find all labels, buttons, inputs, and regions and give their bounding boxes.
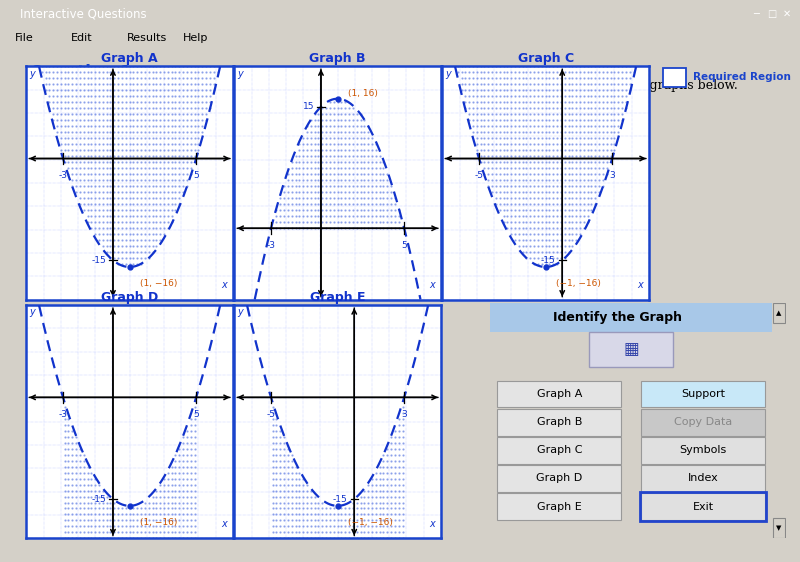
Text: 15: 15 xyxy=(302,102,314,111)
Title: Graph A: Graph A xyxy=(102,52,158,65)
Text: Identify the Graph: Identify the Graph xyxy=(553,311,682,324)
Text: -15: -15 xyxy=(91,256,106,265)
Text: Edit: Edit xyxy=(70,34,92,43)
Text: Exit: Exit xyxy=(693,502,714,511)
Text: y: y xyxy=(238,307,243,318)
Title: Graph C: Graph C xyxy=(518,52,574,65)
Text: -15: -15 xyxy=(541,256,555,265)
Text: Graph B: Graph B xyxy=(537,417,582,427)
Text: -3: -3 xyxy=(58,171,67,180)
Text: x: x xyxy=(429,280,434,290)
Text: -3: -3 xyxy=(58,410,67,419)
Text: ✕: ✕ xyxy=(782,9,790,19)
Title: Graph B: Graph B xyxy=(310,52,366,65)
Text: y: y xyxy=(30,307,35,318)
Text: 5: 5 xyxy=(402,241,407,250)
Text: showing all relevants points and then identify it from the graphs below.: showing all relevants points and then id… xyxy=(280,79,738,93)
Text: (1, −16): (1, −16) xyxy=(140,518,178,527)
Text: y: y xyxy=(446,69,451,79)
Text: ▼: ▼ xyxy=(776,525,782,532)
Text: 5: 5 xyxy=(194,171,199,180)
Text: x: x xyxy=(637,280,642,290)
Text: (1, −16): (1, −16) xyxy=(140,279,178,288)
Text: Graph E: Graph E xyxy=(537,502,582,511)
Text: Index: Index xyxy=(688,474,718,483)
FancyBboxPatch shape xyxy=(498,380,622,407)
Text: Graph C: Graph C xyxy=(537,445,582,455)
Text: Graph A: Graph A xyxy=(537,389,582,399)
Text: File: File xyxy=(14,34,33,43)
Text: $y < x^2 - 2x - 15$: $y < x^2 - 2x - 15$ xyxy=(145,79,245,99)
FancyBboxPatch shape xyxy=(641,437,765,464)
Text: □: □ xyxy=(767,9,777,19)
Text: 3: 3 xyxy=(402,410,407,419)
Text: Copy Data: Copy Data xyxy=(674,417,732,427)
FancyBboxPatch shape xyxy=(498,437,622,464)
Text: 5: 5 xyxy=(194,410,199,419)
Text: Question 1: Question 1 xyxy=(30,64,131,81)
Text: y: y xyxy=(30,69,35,79)
Text: Results: Results xyxy=(126,34,166,43)
Title: Graph D: Graph D xyxy=(101,291,158,304)
Text: -15: -15 xyxy=(91,495,106,504)
Text: Support: Support xyxy=(681,389,725,399)
Text: -15: -15 xyxy=(333,495,347,504)
FancyBboxPatch shape xyxy=(641,465,765,492)
Text: (1, 16): (1, 16) xyxy=(348,89,378,98)
Text: (−1, −16): (−1, −16) xyxy=(348,518,393,527)
Text: Sketch the inequality: Sketch the inequality xyxy=(30,79,169,93)
FancyBboxPatch shape xyxy=(662,68,686,87)
Text: Help: Help xyxy=(182,34,208,43)
Text: Interactive Questions: Interactive Questions xyxy=(20,7,146,20)
FancyBboxPatch shape xyxy=(641,409,765,436)
FancyBboxPatch shape xyxy=(498,409,622,436)
Text: ─: ─ xyxy=(753,9,759,19)
Text: x: x xyxy=(429,519,434,529)
Text: x: x xyxy=(221,519,226,529)
Text: -5: -5 xyxy=(474,171,483,180)
Text: ▲: ▲ xyxy=(776,310,782,316)
Text: (−1, −16): (−1, −16) xyxy=(556,279,601,288)
FancyBboxPatch shape xyxy=(641,493,765,520)
Text: Graph D: Graph D xyxy=(536,474,582,483)
Title: Graph E: Graph E xyxy=(310,291,366,304)
FancyBboxPatch shape xyxy=(641,380,765,407)
Text: x: x xyxy=(221,280,226,290)
Text: ▦: ▦ xyxy=(623,340,639,359)
Text: Symbols: Symbols xyxy=(679,445,726,455)
FancyBboxPatch shape xyxy=(498,493,622,520)
Text: -3: -3 xyxy=(266,241,275,250)
FancyBboxPatch shape xyxy=(498,465,622,492)
Text: Required Region: Required Region xyxy=(694,72,791,81)
Text: 3: 3 xyxy=(610,171,615,180)
FancyBboxPatch shape xyxy=(773,518,785,538)
FancyBboxPatch shape xyxy=(773,303,785,324)
Text: -5: -5 xyxy=(266,410,275,419)
FancyBboxPatch shape xyxy=(490,303,772,332)
FancyBboxPatch shape xyxy=(589,332,674,367)
Text: y: y xyxy=(238,69,243,79)
